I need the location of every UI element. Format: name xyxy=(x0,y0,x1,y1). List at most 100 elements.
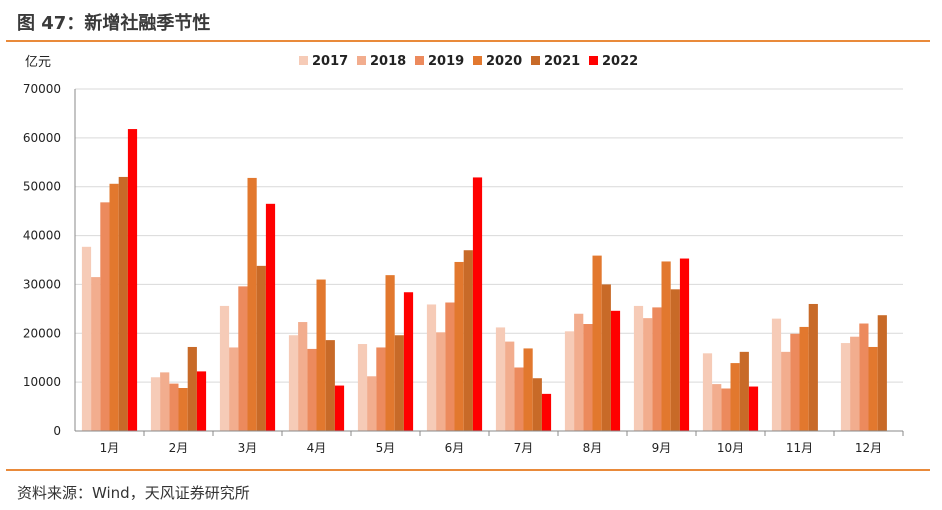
legend-label-2020: 2020 xyxy=(486,54,522,69)
bar-2019-11 xyxy=(790,333,800,431)
bar-2020-6 xyxy=(454,261,464,431)
x-tick-labels: 1月 2月 3月 4月 5月 6月 7月 8月 9月 10月 11月 12月 xyxy=(100,441,882,455)
top-divider xyxy=(6,40,930,42)
bar-2022-5 xyxy=(403,292,414,431)
bar-2019-12 xyxy=(859,323,869,431)
y-tick-label: 70000 xyxy=(23,82,61,96)
x-tick-label: 3月 xyxy=(238,441,258,455)
bar-2022-9 xyxy=(679,258,690,431)
bar-2019-7 xyxy=(514,367,524,431)
bar-2021-11 xyxy=(808,303,818,431)
bar-2021-2 xyxy=(187,346,197,431)
bar-2019-4 xyxy=(307,348,317,431)
bar-2019-6 xyxy=(445,302,455,431)
y-tick-label: 0 xyxy=(53,424,61,438)
bar-2021-12 xyxy=(877,315,887,431)
source-note: 资料来源：Wind，天风证券研究所 xyxy=(17,484,250,502)
bar-2022-6 xyxy=(472,177,483,431)
legend-swatch-2017 xyxy=(299,56,308,65)
bar-2019-3 xyxy=(238,286,248,431)
x-tick-label: 5月 xyxy=(376,441,396,455)
bar-2017-12 xyxy=(840,343,851,431)
legend-label-2019: 2019 xyxy=(428,54,464,69)
figure-title: 图 47：新增社融季节性 xyxy=(17,13,211,34)
bar-2018-9 xyxy=(643,318,653,431)
legend-label-2018: 2018 xyxy=(370,54,406,69)
bar-2018-4 xyxy=(298,322,308,431)
bar-2020-2 xyxy=(178,388,188,431)
x-tick-label: 4月 xyxy=(307,441,327,455)
bar-2018-6 xyxy=(436,332,446,431)
bar-2021-4 xyxy=(325,340,335,431)
bar-2022-4 xyxy=(334,385,345,431)
x-tick-label: 7月 xyxy=(514,441,534,455)
x-tick-label: 11月 xyxy=(786,441,813,455)
x-tick-label: 6月 xyxy=(445,441,465,455)
bar-2019-5 xyxy=(376,347,386,431)
y-tick-label: 10000 xyxy=(23,375,61,389)
bar-2017-1 xyxy=(81,246,92,431)
x-tick-label: 8月 xyxy=(583,441,603,455)
bar-2019-8 xyxy=(583,324,593,431)
bar-2019-10 xyxy=(721,388,731,431)
y-tick-label: 40000 xyxy=(23,229,61,243)
bars xyxy=(81,129,887,431)
bar-2019-1 xyxy=(100,202,110,431)
axes xyxy=(74,89,904,436)
legend-swatch-2022 xyxy=(589,56,598,65)
bar-2019-2 xyxy=(169,383,179,431)
bar-2017-5 xyxy=(357,344,368,431)
bar-2018-8 xyxy=(574,313,584,431)
y-tick-label: 60000 xyxy=(23,131,61,145)
bar-2020-10 xyxy=(730,363,740,431)
x-tick-label: 2月 xyxy=(169,441,189,455)
bar-2022-7 xyxy=(541,393,552,431)
bar-2021-8 xyxy=(601,284,611,431)
legend-swatch-2020 xyxy=(473,56,482,65)
bar-2018-5 xyxy=(367,376,377,431)
y-tick-label: 50000 xyxy=(23,180,61,194)
bar-2021-1 xyxy=(118,176,128,431)
bar-2017-3 xyxy=(219,305,230,431)
y-tick-label: 30000 xyxy=(23,277,61,291)
x-tick-label: 1月 xyxy=(100,441,120,455)
legend-label-2021: 2021 xyxy=(544,54,580,69)
bar-2022-3 xyxy=(265,203,276,431)
x-tick-label: 12月 xyxy=(855,441,882,455)
legend: 2017 2018 2019 2020 2021 2022 xyxy=(299,54,638,69)
bar-2017-4 xyxy=(288,335,299,431)
bar-2020-12 xyxy=(868,346,878,431)
bar-2017-6 xyxy=(426,304,437,431)
bar-2021-10 xyxy=(739,351,749,431)
bar-2022-1 xyxy=(127,129,138,431)
x-tick-label: 9月 xyxy=(652,441,672,455)
bar-2020-9 xyxy=(661,261,671,431)
bar-2017-11 xyxy=(771,318,782,431)
x-tick-label: 10月 xyxy=(717,441,744,455)
bar-2021-9 xyxy=(670,289,680,431)
bar-2018-7 xyxy=(505,341,515,431)
bottom-divider xyxy=(6,469,930,471)
bar-2017-10 xyxy=(702,353,713,431)
bar-2018-1 xyxy=(91,277,101,431)
bar-2020-8 xyxy=(592,255,602,431)
bar-2017-2 xyxy=(150,377,161,431)
y-axis-label: 亿元 xyxy=(25,55,51,70)
bar-2019-9 xyxy=(652,307,662,431)
bar-2020-3 xyxy=(247,177,257,431)
bar-2021-5 xyxy=(394,335,404,431)
bar-2020-11 xyxy=(799,326,809,431)
bar-2021-7 xyxy=(532,378,542,431)
bar-2017-8 xyxy=(564,331,575,431)
bar-2020-7 xyxy=(523,348,533,431)
legend-label-2022: 2022 xyxy=(602,54,638,69)
legend-swatch-2021 xyxy=(531,56,540,65)
legend-label-2017: 2017 xyxy=(312,54,348,69)
y-tick-labels: 0 10000 20000 30000 40000 50000 60000 70000 xyxy=(23,82,61,438)
legend-swatch-2018 xyxy=(357,56,366,65)
bar-2020-4 xyxy=(316,279,326,431)
bar-2020-1 xyxy=(109,183,119,431)
bar-2022-2 xyxy=(196,371,207,431)
bar-2017-9 xyxy=(633,305,644,431)
bar-2018-3 xyxy=(229,347,239,431)
